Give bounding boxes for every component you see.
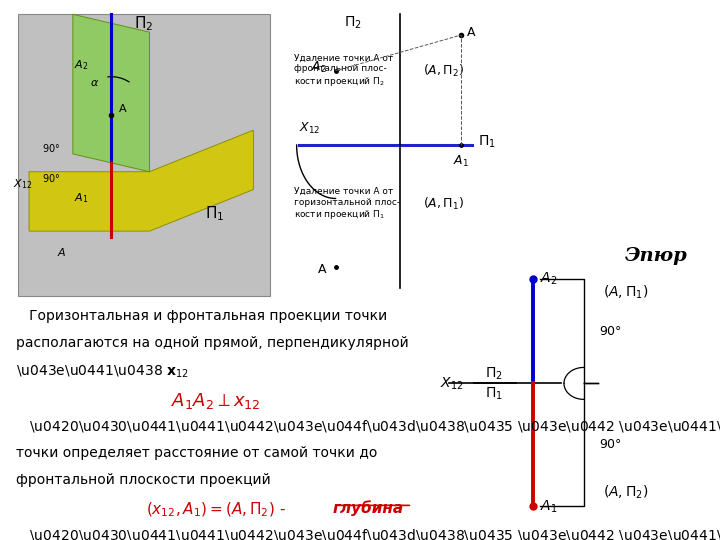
Text: Удаление точки A от
фронтальной плос-
кости проекций $\Pi_2$: Удаление точки A от фронтальной плос- ко… (294, 53, 394, 88)
Text: \u043e\u0441\u0438 $\mathbf{x}_{12}$: \u043e\u0441\u0438 $\mathbf{x}_{12}$ (16, 363, 189, 380)
Text: $X_{12}$: $X_{12}$ (441, 375, 464, 391)
Text: $X_{12}$: $X_{12}$ (13, 177, 32, 191)
Text: $A_2$: $A_2$ (74, 58, 89, 72)
Text: $90°$: $90°$ (42, 142, 60, 154)
Text: $(A,\Pi_1)$: $(A,\Pi_1)$ (603, 284, 649, 301)
Text: $A_1$: $A_1$ (540, 498, 557, 515)
Text: A: A (120, 104, 127, 114)
Text: $A_1$: $A_1$ (74, 192, 89, 205)
Text: точки определяет расстояние от самой точки до: точки определяет расстояние от самой точ… (16, 446, 377, 460)
Text: $\Pi_2$: $\Pi_2$ (344, 15, 361, 31)
Text: $90°$: $90°$ (599, 438, 622, 451)
Text: \u0420\u0430\u0441\u0441\u0442\u043e\u044f\u043d\u0438\u0435 \u043e\u0442 \u043e: \u0420\u0430\u0441\u0441\u0442\u043e\u04… (16, 418, 720, 436)
Text: Удаление точки A от
горизонтальной плос-
кости проекций $\Pi_1$: Удаление точки A от горизонтальной плос-… (294, 187, 400, 221)
Text: $90°$: $90°$ (42, 172, 60, 184)
Text: $A$: $A$ (57, 246, 67, 258)
Text: A: A (467, 25, 476, 39)
Text: $(x_{12}, A_1) = (A, \Pi_2)$ -: $(x_{12}, A_1) = (A, \Pi_2)$ - (145, 500, 287, 518)
Text: фронтальной плоскости проекций: фронтальной плоскости проекций (16, 473, 270, 487)
Text: $A_1$: $A_1$ (453, 154, 469, 169)
Text: $(A,\Pi_1)$: $(A,\Pi_1)$ (423, 197, 464, 212)
Text: $A_2$: $A_2$ (540, 271, 557, 287)
Polygon shape (73, 15, 150, 172)
Text: $\mathit{A_1 A_2 \perp x_{12}}$: $\mathit{A_1 A_2 \perp x_{12}}$ (171, 391, 261, 411)
Text: глубина: глубина (333, 500, 404, 516)
Text: $A_2$: $A_2$ (311, 60, 327, 75)
Text: $\Pi_1$: $\Pi_1$ (205, 204, 225, 222)
Text: располагаются на одной прямой, перпендикулярной: располагаются на одной прямой, перпендик… (16, 336, 408, 350)
Text: $X_{12}$: $X_{12}$ (299, 121, 320, 136)
Text: A: A (318, 263, 327, 276)
Text: $\alpha$: $\alpha$ (90, 78, 99, 87)
Text: $\Pi_1$: $\Pi_1$ (478, 134, 495, 150)
Polygon shape (29, 130, 253, 231)
Polygon shape (18, 15, 270, 296)
Text: $90°$: $90°$ (599, 325, 622, 338)
Text: $\Pi_2$: $\Pi_2$ (485, 365, 503, 382)
Text: $(A,\Pi_2)$: $(A,\Pi_2)$ (423, 63, 464, 79)
Text: $(A,\Pi_2)$: $(A,\Pi_2)$ (603, 484, 649, 502)
Text: Эпюр: Эпюр (625, 247, 688, 265)
Text: $\Pi_2$: $\Pi_2$ (135, 14, 153, 32)
Text: \u0420\u0430\u0441\u0441\u0442\u043e\u044f\u043d\u0438\u0435 \u043e\u0442 \u043e: \u0420\u0430\u0441\u0441\u0442\u043e\u04… (16, 528, 720, 540)
Text: $\Pi_1$: $\Pi_1$ (485, 385, 503, 402)
Text: Горизонтальная и фронтальная проекции точки: Горизонтальная и фронтальная проекции то… (16, 309, 387, 323)
